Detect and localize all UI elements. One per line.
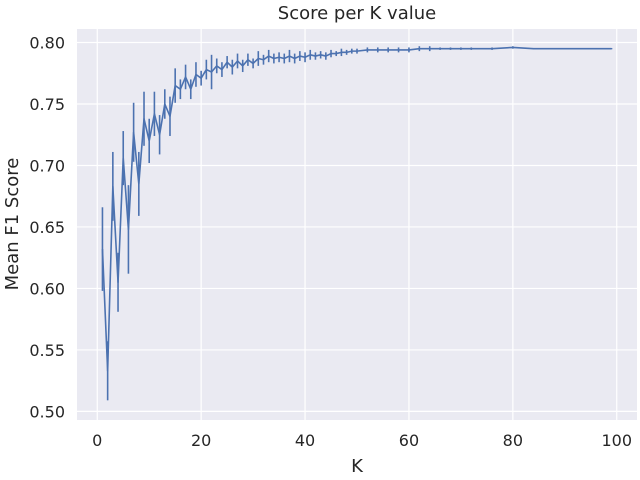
y-tick-label: 0.65 [29,218,65,237]
x-tick-label: 0 [92,431,102,450]
x-tick-label: 40 [295,431,315,450]
y-tick-label: 0.80 [29,34,65,53]
chart-title: Score per K value [278,3,436,24]
y-tick-label: 0.55 [29,341,65,360]
y-tick-label: 0.70 [29,156,65,175]
x-tick-label: 100 [601,431,632,450]
y-tick-label: 0.50 [29,402,65,421]
x-tick-label: 80 [503,431,523,450]
y-tick-label: 0.60 [29,279,65,298]
plot-area [77,29,637,420]
y-axis-label: Mean F1 Score [2,158,23,291]
x-tick-label: 60 [399,431,419,450]
x-tick-label: 20 [191,431,211,450]
x-axis-label: K [351,456,364,477]
y-tick-label: 0.75 [29,95,65,114]
